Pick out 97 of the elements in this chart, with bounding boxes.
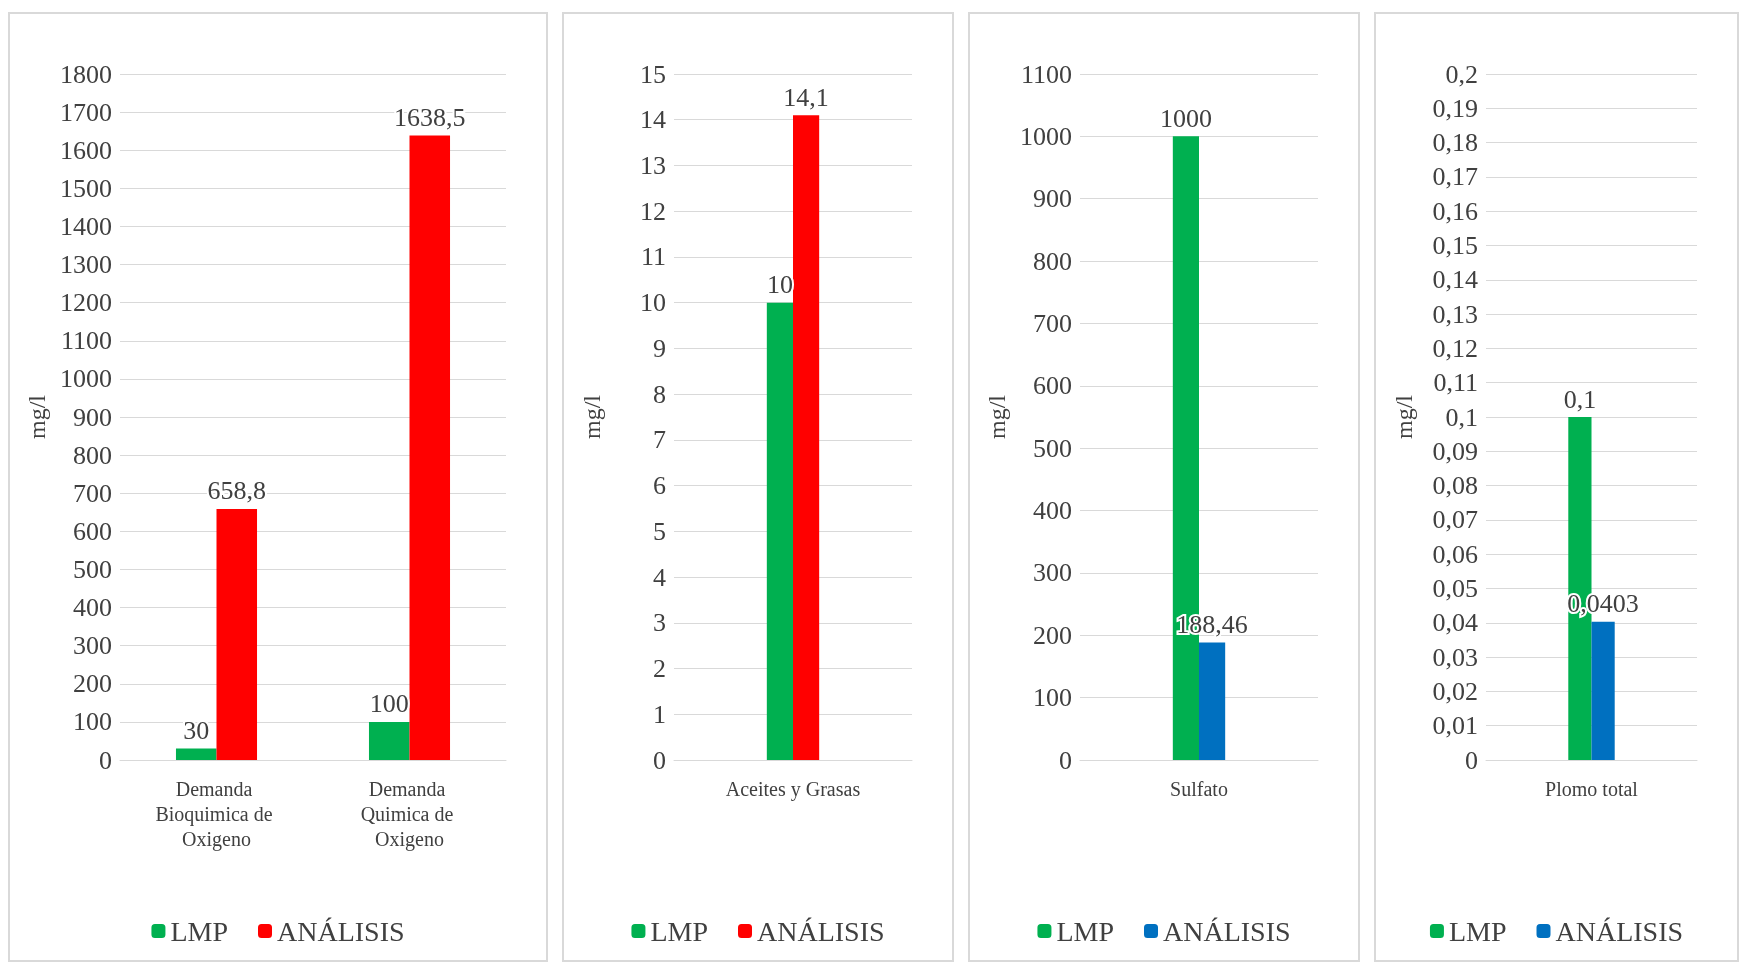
y-tick-label: 300 [73,631,112,661]
y-tick-label: 1 [653,699,666,729]
legend-label: LMP [1448,915,1507,947]
y-tick-label: 1000 [60,364,112,394]
y-tick-label: 1600 [60,135,112,165]
legend-label: LMP [650,915,709,947]
y-tick-label: 6 [653,471,666,501]
bar [216,508,258,760]
y-tick-label: 0,07 [1432,505,1478,535]
legend-label: ANÁLISIS [757,915,885,947]
bar [368,721,410,760]
y-tick-label: 15 [640,59,666,89]
bar [409,135,451,760]
y-tick-label: 13 [640,150,666,180]
y-tick-label: 0,16 [1432,196,1478,226]
y-tick-label: 400 [73,593,112,623]
y-tick-label: 800 [1033,246,1072,276]
y-tick-label: 700 [73,478,112,508]
legend-label: ANÁLISIS [277,915,405,947]
y-tick-label: 500 [1033,433,1072,463]
y-tick-label: 100 [73,707,112,737]
y-tick-label: 400 [1033,496,1072,526]
y-tick-label: 9 [653,333,666,363]
y-tick-label: 2 [653,654,666,684]
y-tick-label: 500 [73,554,112,584]
y-axis-title: mg/l [579,394,605,440]
y-tick-label: 100 [1033,683,1072,713]
data-label: 658,8 [207,476,267,506]
x-tick-label: Demanda Quimica de Oxigeno [360,777,459,851]
legend-label: LMP [1056,915,1115,947]
y-tick-label: 900 [1033,184,1072,214]
x-tick-label: Plomo total [1545,777,1639,800]
data-label: 30 [183,716,210,746]
y-tick-label: 300 [1033,558,1072,588]
y-tick-label: 1200 [60,288,112,318]
x-tick-label: Sulfato [1170,777,1228,800]
y-tick-label: 1400 [60,211,112,241]
y-tick-label: 0,12 [1432,333,1478,363]
y-tick-label: 0,04 [1432,608,1478,638]
y-tick-label: 1800 [60,59,112,89]
legend-label: LMP [170,915,229,947]
y-axis-title: mg/l [984,394,1011,440]
data-label: 1638,5 [394,103,466,133]
y-tick-label: 0,15 [1432,231,1478,260]
y-tick-label: 0,03 [1432,642,1478,672]
data-label: 1000 [1159,103,1212,133]
y-tick-label: 0,18 [1432,128,1478,158]
data-label: 100 [369,689,409,719]
y-tick-label: 12 [640,196,666,226]
y-tick-label: 0,06 [1432,539,1478,569]
y-tick-label: 200 [1033,620,1072,650]
x-tick-label: Aceites y Grasas [725,777,861,801]
y-tick-label: 700 [1033,308,1072,338]
y-tick-label: 0 [1059,745,1072,775]
y-tick-label: 11 [640,242,666,272]
y-tick-label: 1300 [60,250,112,280]
y-tick-label: 1500 [60,173,112,203]
y-tick-label: 1000 [1020,121,1072,151]
y-tick-label: 0 [1465,745,1478,775]
y-tick-label: 0 [653,745,666,775]
y-tick-label: 600 [1033,371,1072,401]
y-tick-label: 0,08 [1432,471,1478,501]
y-tick-label: 1100 [1020,59,1072,89]
y-axis-title: mg/l [24,394,51,440]
y-tick-label: 4 [653,562,666,592]
x-tick-label: Demanda Bioquimica de Oxigeno [155,777,278,851]
y-tick-label: 0,02 [1432,676,1478,706]
y-tick-label: 0 [99,745,112,775]
y-tick-label: 0,14 [1432,265,1478,295]
y-tick-label: 900 [73,402,112,432]
y-tick-label: 8 [653,379,666,409]
y-tick-label: 1100 [60,326,112,356]
y-tick-label: 0,1 [1445,402,1478,432]
y-tick-label: 800 [73,440,112,470]
y-tick-label: 0,09 [1432,436,1478,466]
y-tick-label: 0,13 [1432,299,1478,329]
y-tick-label: 200 [73,669,112,699]
y-tick-label: 0,11 [1433,368,1478,398]
y-axis-title: mg/l [1391,394,1417,440]
y-tick-label: 1700 [60,97,112,127]
y-tick-label: 0,17 [1432,162,1478,192]
y-tick-label: 3 [653,608,666,638]
data-label: 10 [766,270,793,300]
y-tick-label: 10 [640,288,666,318]
bar [175,748,217,760]
y-tick-label: 0,19 [1432,93,1478,123]
y-tick-label: 7 [653,425,666,455]
legend-label: ANÁLISIS [1163,915,1291,947]
data-label: 0,1 [1563,384,1597,414]
y-tick-label: 0,01 [1432,711,1478,741]
legend-label: ANÁLISIS [1555,915,1684,947]
y-tick-label: 0,05 [1432,574,1478,603]
y-tick-label: 0,2 [1445,59,1478,89]
data-label: 14,1 [783,82,829,112]
y-tick-label: 600 [73,516,112,546]
y-tick-label: 14 [640,105,666,135]
y-tick-label: 5 [653,516,666,546]
